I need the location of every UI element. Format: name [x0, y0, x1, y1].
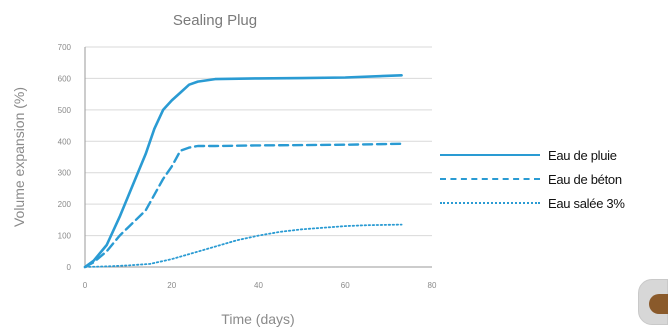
sealing-plug-device-image	[638, 279, 668, 325]
legend-dashed-line-icon	[440, 178, 540, 180]
x-tick-label: 0	[83, 281, 88, 290]
series-line-dotted	[85, 225, 402, 267]
y-tick-label: 500	[58, 106, 72, 115]
series-lines	[85, 75, 402, 267]
y-tick-label: 0	[67, 263, 72, 272]
legend: Eau de pluie Eau de béton Eau salée 3%	[440, 143, 668, 215]
x-tick-label: 20	[167, 281, 176, 290]
legend-item-eau-de-beton: Eau de béton	[440, 167, 668, 191]
y-tick-label: 600	[58, 74, 72, 83]
x-axis-label: Time (days)	[221, 311, 294, 327]
y-tick-label: 300	[58, 169, 72, 178]
y-tick-label: 200	[58, 200, 72, 209]
y-tick-label: 400	[58, 137, 72, 146]
y-tick-label: 100	[58, 232, 72, 241]
x-tick-label: 60	[341, 281, 350, 290]
tick-labels: 0 100 200 300 400 500 600 700 0 20 40 60 80	[58, 43, 437, 290]
x-tick-label: 80	[428, 281, 437, 290]
y-tick-label: 700	[58, 43, 72, 52]
grid	[85, 47, 432, 267]
y-axis-label: Volume expansion (%)	[11, 87, 27, 227]
legend-label-eau-de-beton: Eau de béton	[548, 172, 622, 187]
chart-title: Sealing Plug	[173, 12, 257, 29]
legend-label-eau-de-pluie: Eau de pluie	[548, 148, 617, 163]
legend-solid-line-icon	[440, 154, 540, 156]
series-line-dashed	[85, 144, 402, 267]
legend-dotted-line-icon	[440, 202, 540, 204]
legend-item-eau-de-pluie: Eau de pluie	[440, 143, 668, 167]
legend-label-eau-salee: Eau salée 3%	[548, 196, 625, 211]
legend-item-eau-salee: Eau salée 3%	[440, 191, 668, 215]
x-tick-label: 40	[254, 281, 263, 290]
